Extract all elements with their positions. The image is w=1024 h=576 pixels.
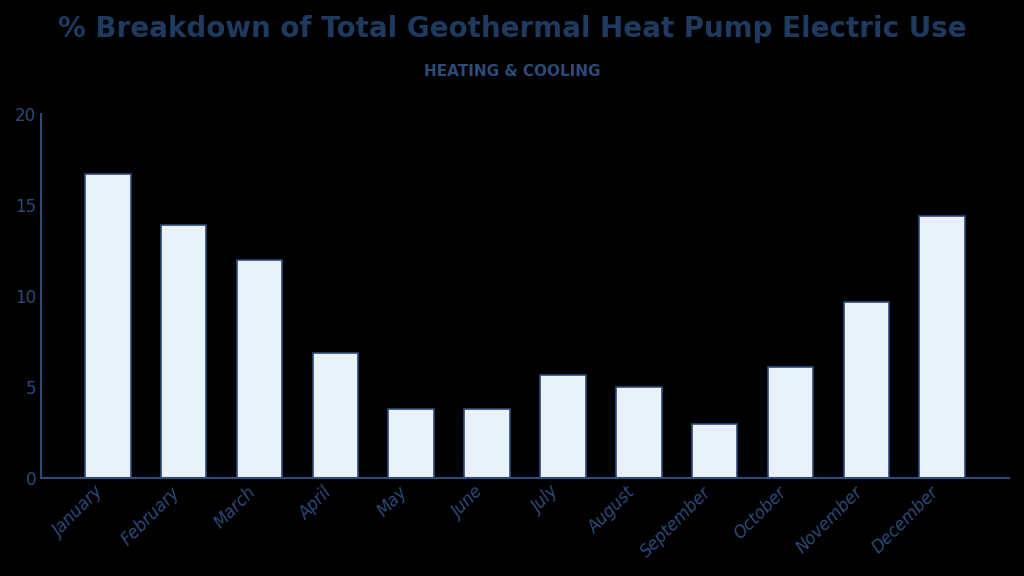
Text: % Breakdown of Total Geothermal Heat Pump Electric Use: % Breakdown of Total Geothermal Heat Pum… [57, 15, 967, 43]
Bar [161, 225, 207, 479]
Bar [541, 374, 586, 479]
Bar [692, 424, 737, 479]
Bar [237, 260, 283, 479]
Bar [844, 302, 889, 479]
Bar [464, 409, 510, 479]
Bar [388, 409, 434, 479]
Bar [85, 175, 130, 479]
Bar [920, 216, 965, 479]
Text: HEATING & COOLING: HEATING & COOLING [424, 65, 600, 79]
Bar [312, 353, 358, 479]
Bar [768, 367, 813, 479]
Bar [616, 388, 662, 479]
